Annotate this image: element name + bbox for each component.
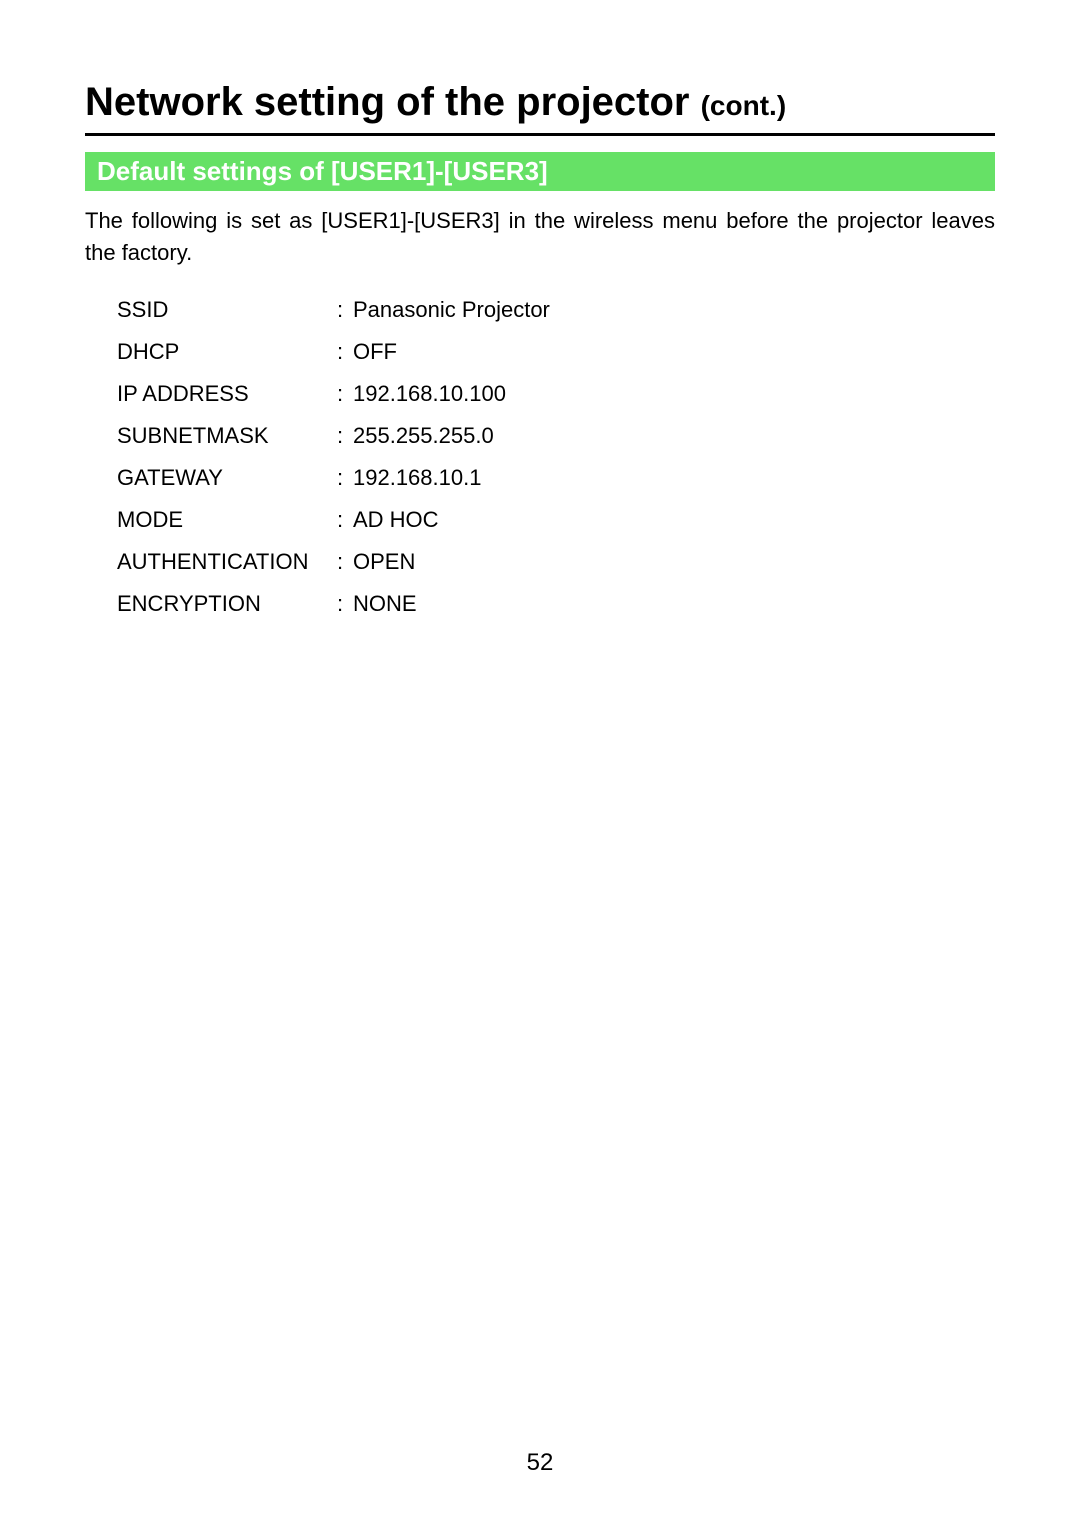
settings-value: OPEN bbox=[353, 549, 995, 575]
settings-value: 192.168.10.1 bbox=[353, 465, 995, 491]
settings-label: AUTHENTICATION bbox=[117, 549, 337, 575]
page-container: Network setting of the projector (cont.)… bbox=[0, 0, 1080, 625]
page-title: Network setting of the projector (cont.) bbox=[85, 80, 995, 136]
settings-label: SUBNETMASK bbox=[117, 423, 337, 449]
settings-label: SSID bbox=[117, 297, 337, 323]
section-intro: The following is set as [USER1]-[USER3] … bbox=[85, 205, 995, 269]
title-main: Network setting of the projector bbox=[85, 80, 701, 124]
settings-row: MODE : AD HOC bbox=[117, 499, 995, 541]
settings-value: 255.255.255.0 bbox=[353, 423, 995, 449]
settings-label: GATEWAY bbox=[117, 465, 337, 491]
settings-colon: : bbox=[337, 339, 353, 365]
settings-row: SSID : Panasonic Projector bbox=[117, 289, 995, 331]
settings-label: MODE bbox=[117, 507, 337, 533]
settings-row: AUTHENTICATION : OPEN bbox=[117, 541, 995, 583]
settings-table: SSID : Panasonic Projector DHCP : OFF IP… bbox=[117, 289, 995, 625]
section-header: Default settings of [USER1]-[USER3] bbox=[85, 152, 995, 191]
settings-value: AD HOC bbox=[353, 507, 995, 533]
settings-label: ENCRYPTION bbox=[117, 591, 337, 617]
settings-label: IP ADDRESS bbox=[117, 381, 337, 407]
settings-colon: : bbox=[337, 465, 353, 491]
settings-value: NONE bbox=[353, 591, 995, 617]
settings-row: IP ADDRESS : 192.168.10.100 bbox=[117, 373, 995, 415]
title-cont: (cont.) bbox=[701, 90, 787, 121]
settings-value: 192.168.10.100 bbox=[353, 381, 995, 407]
settings-value: Panasonic Projector bbox=[353, 297, 995, 323]
settings-colon: : bbox=[337, 591, 353, 617]
settings-colon: : bbox=[337, 297, 353, 323]
settings-colon: : bbox=[337, 549, 353, 575]
settings-row: DHCP : OFF bbox=[117, 331, 995, 373]
settings-label: DHCP bbox=[117, 339, 337, 365]
settings-row: SUBNETMASK : 255.255.255.0 bbox=[117, 415, 995, 457]
settings-colon: : bbox=[337, 507, 353, 533]
settings-value: OFF bbox=[353, 339, 995, 365]
settings-colon: : bbox=[337, 381, 353, 407]
settings-row: GATEWAY : 192.168.10.1 bbox=[117, 457, 995, 499]
settings-colon: : bbox=[337, 423, 353, 449]
page-number: 52 bbox=[0, 1449, 1080, 1477]
settings-row: ENCRYPTION : NONE bbox=[117, 583, 995, 625]
